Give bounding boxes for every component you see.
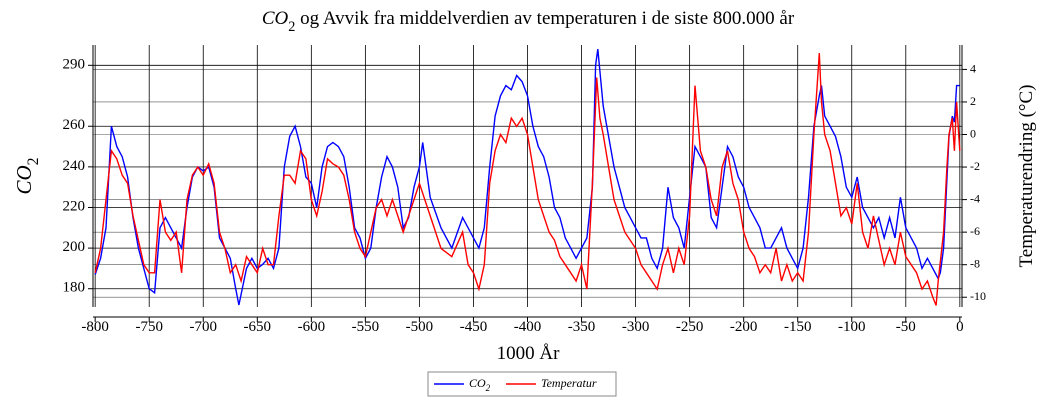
y-tick-label: 290 (63, 57, 86, 73)
x-tick-label: -100 (838, 319, 866, 335)
y2-tick-label: -4 (970, 191, 980, 205)
y-tick-label: 240 (63, 158, 86, 174)
grid (93, 45, 962, 307)
data-line (94, 49, 960, 306)
y-tick-label: 180 (63, 280, 86, 296)
y2-tick-label: -6 (970, 224, 980, 238)
x-tick-label: -650 (244, 319, 272, 335)
x-tick-label: -550 (352, 319, 380, 335)
x-tick-label: -200 (730, 319, 758, 335)
legend-label: Temperatur (541, 376, 597, 390)
y-tick-label: 260 (63, 118, 86, 134)
data-line (94, 53, 961, 306)
legend-label: CO2 (469, 376, 491, 393)
x-axis-label: 1000 År (497, 343, 560, 364)
chart-title: CO2 og Avvik fra middelverdien av temper… (262, 8, 795, 35)
y-axis-label: CO2 (12, 157, 42, 194)
y2-tick-label: 2 (970, 94, 976, 108)
x-tick-label: -750 (135, 319, 163, 335)
x-tick-label: -250 (676, 319, 704, 335)
x-tick-label: -500 (406, 319, 434, 335)
y2-tick-label: 0 (970, 126, 976, 140)
x-tick-label: -800 (81, 319, 109, 335)
x-tick-label: -600 (298, 319, 326, 335)
x-tick-label: -450 (460, 319, 488, 335)
x-tick-label: -50 (896, 319, 916, 335)
x-tick-label: -150 (784, 319, 812, 335)
y-tick-label: 220 (63, 199, 86, 215)
y2-axis-label: Temperaturendring (°C) (1016, 84, 1037, 267)
y2-tick-label: -10 (970, 289, 986, 303)
y2-tick-label: -8 (970, 256, 980, 270)
x-tick-label: 0 (956, 319, 964, 335)
x-tick-label: -400 (514, 319, 542, 335)
y2-tick-label: 4 (970, 61, 976, 75)
x-tick-label: -300 (622, 319, 650, 335)
x-tick-label: -350 (568, 319, 596, 335)
x-tick-label: -700 (189, 319, 217, 335)
y-tick-label: 200 (63, 240, 86, 256)
y2-tick-label: -2 (970, 159, 980, 173)
